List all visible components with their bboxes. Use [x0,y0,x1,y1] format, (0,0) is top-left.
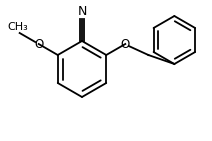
Text: N: N [77,5,87,18]
Text: O: O [34,38,43,50]
Text: CH₃: CH₃ [7,22,28,32]
Text: O: O [121,38,130,50]
